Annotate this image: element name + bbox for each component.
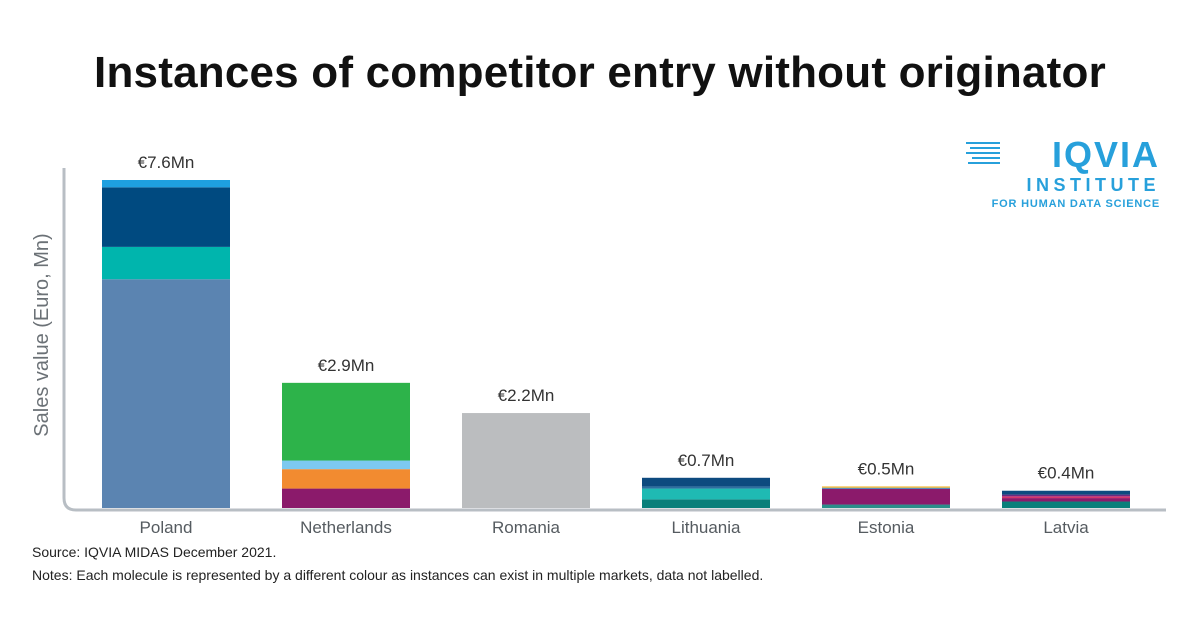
- x-tick-label-lithuania: Lithuania: [671, 518, 741, 537]
- bar-segment-estonia-3: [822, 487, 950, 490]
- bar-segment-latvia-2: [1002, 498, 1130, 502]
- axis-line: [62, 168, 1166, 512]
- bar-segment-lithuania-2: [642, 488, 770, 500]
- x-tick-label-netherlands: Netherlands: [300, 518, 392, 537]
- data-label-estonia: €0.5Mn: [858, 459, 915, 478]
- chart-title: Instances of competitor entry without or…: [94, 48, 1106, 97]
- bar-segment-poland-4: [102, 180, 230, 188]
- bar-segment-poland-1: [102, 279, 230, 508]
- logo-speed-lines-icon: [966, 142, 1000, 164]
- logo-tagline: FOR HUMAN DATA SCIENCE: [991, 198, 1160, 210]
- bar-segment-lithuania-4: [642, 477, 770, 487]
- bar-segment-poland-3: [102, 187, 230, 247]
- bar-segment-netherlands-3: [282, 460, 410, 470]
- bar-segment-estonia-1: [822, 504, 950, 508]
- bar-segment-latvia-4: [1002, 494, 1130, 497]
- x-tick-label-estonia: Estonia: [858, 518, 915, 537]
- data-label-netherlands: €2.9Mn: [318, 356, 375, 375]
- bars-group: [102, 180, 1130, 508]
- bar-segment-estonia-4: [822, 486, 950, 488]
- y-axis-label: Sales value (Euro, Mn): [31, 233, 53, 436]
- bar-segment-lithuania-3: [642, 486, 770, 489]
- bar-segment-latvia-3: [1002, 496, 1130, 499]
- bar-segment-poland-2: [102, 246, 230, 280]
- bar-segment-netherlands-4: [282, 382, 410, 461]
- data-label-romania: €2.2Mn: [498, 386, 555, 405]
- bar-segment-estonia-2: [822, 489, 950, 505]
- notes-text: Notes: Each molecule is represented by a…: [32, 567, 764, 583]
- bar-segment-latvia-5: [1002, 490, 1130, 495]
- data-label-lithuania: €0.7Mn: [678, 451, 735, 470]
- labels-group: €7.6Mn Poland €2.9Mn Netherlands €2.2Mn Roman…: [138, 153, 1095, 537]
- bar-segment-latvia-1: [1002, 501, 1130, 508]
- chart-axes: Sales value (Euro, Mn): [31, 168, 1166, 512]
- data-label-poland: €7.6Mn: [138, 153, 195, 172]
- x-tick-label-romania: Romania: [492, 518, 561, 537]
- logo-main-text: IQVIA: [1051, 134, 1160, 175]
- bar-segment-lithuania-1: [642, 499, 770, 508]
- data-label-latvia: €0.4Mn: [1038, 464, 1095, 483]
- x-tick-label-latvia: Latvia: [1043, 518, 1089, 537]
- x-tick-label-poland: Poland: [140, 518, 193, 537]
- iqvia-institute-logo: IQVIA INSTITUTE FOR HUMAN DATA SCIENCE: [966, 134, 1160, 214]
- logo-sub-text: INSTITUTE: [1026, 175, 1160, 195]
- source-note: Source: IQVIA MIDAS December 2021.: [32, 544, 277, 560]
- bar-segment-romania-1: [462, 413, 590, 508]
- bar-segment-netherlands-1: [282, 488, 410, 508]
- bar-segment-netherlands-2: [282, 469, 410, 489]
